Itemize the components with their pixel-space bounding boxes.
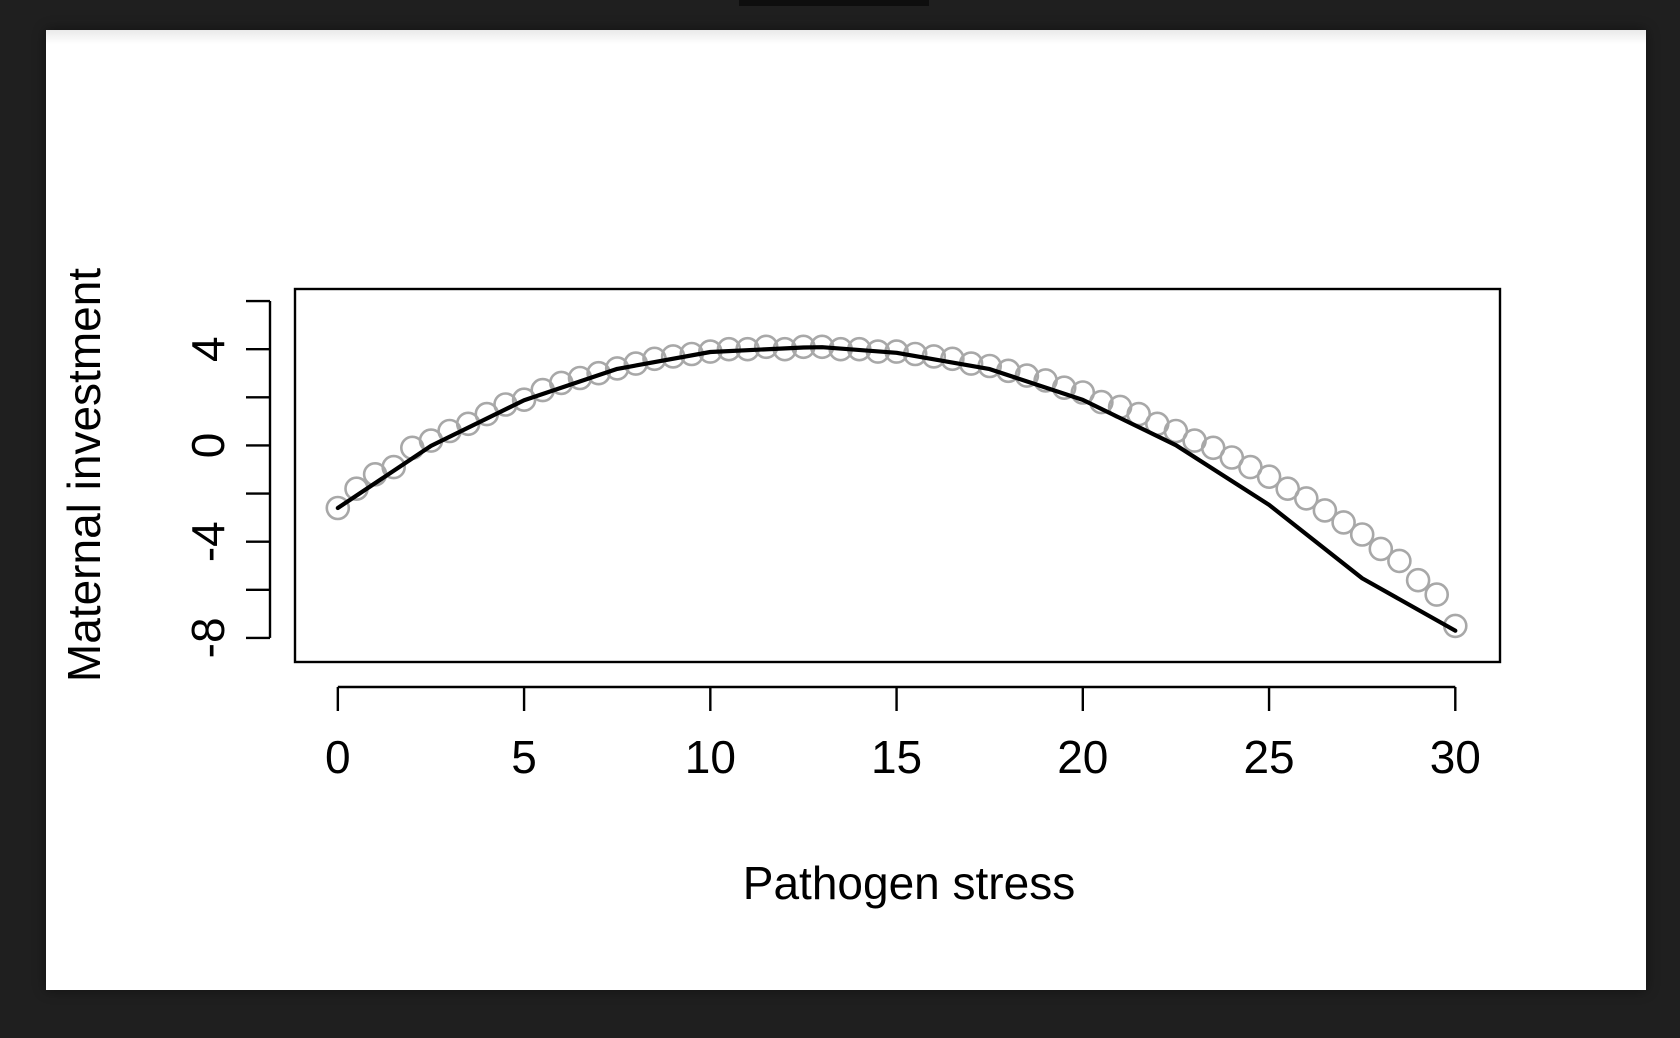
window-tab-indicator [739, 0, 929, 6]
y-tick-label: -8 [182, 617, 234, 658]
y-tick-label: 4 [182, 336, 234, 362]
x-tick-label: 15 [871, 731, 922, 783]
data-point [1312, 498, 1338, 523]
data-point [1238, 454, 1263, 480]
data-point [325, 495, 351, 521]
data-point [1275, 476, 1300, 502]
y-tick-label: -4 [182, 521, 234, 562]
x-axis-label: Pathogen stress [743, 857, 1075, 909]
x-tick-label: 25 [1243, 731, 1294, 783]
data-point [1424, 582, 1449, 607]
data-point [1200, 435, 1226, 461]
fit-curve-layer [335, 345, 1458, 633]
data-point [1405, 567, 1431, 593]
x-axis: 0 5 10 15 20 25 30 [325, 685, 1481, 783]
x-tick-label: 30 [1430, 731, 1481, 783]
y-axis: -8 -4 0 4 [182, 299, 272, 658]
scatter-points [325, 334, 1468, 639]
data-point [1331, 510, 1356, 535]
plot-area-box [293, 287, 1502, 664]
x-tick-label: 20 [1057, 731, 1108, 783]
data-point [1349, 522, 1375, 547]
y-axis-label: Maternal investment [58, 268, 110, 682]
x-tick-label: 5 [511, 731, 537, 783]
x-tick-label: 10 [685, 731, 736, 783]
data-point [1256, 464, 1282, 490]
data-point [381, 454, 407, 480]
y-tick-label: 0 [182, 433, 234, 459]
data-point [1294, 486, 1319, 511]
scatter-chart: 0 5 10 15 20 25 30 -8 -4 0 4 Pathogen stress Mate… [58, 268, 1502, 909]
data-point [1368, 536, 1394, 562]
plot-canvas: 0 5 10 15 20 25 30 -8 -4 0 4 Pathogen stress Mate… [46, 30, 1646, 990]
data-point [1387, 548, 1412, 574]
data-point [1051, 375, 1077, 401]
canvas-top-shade [46, 30, 1646, 44]
data-point [1163, 418, 1189, 444]
x-tick-label: 0 [325, 731, 351, 783]
fit-curve [335, 345, 1458, 633]
